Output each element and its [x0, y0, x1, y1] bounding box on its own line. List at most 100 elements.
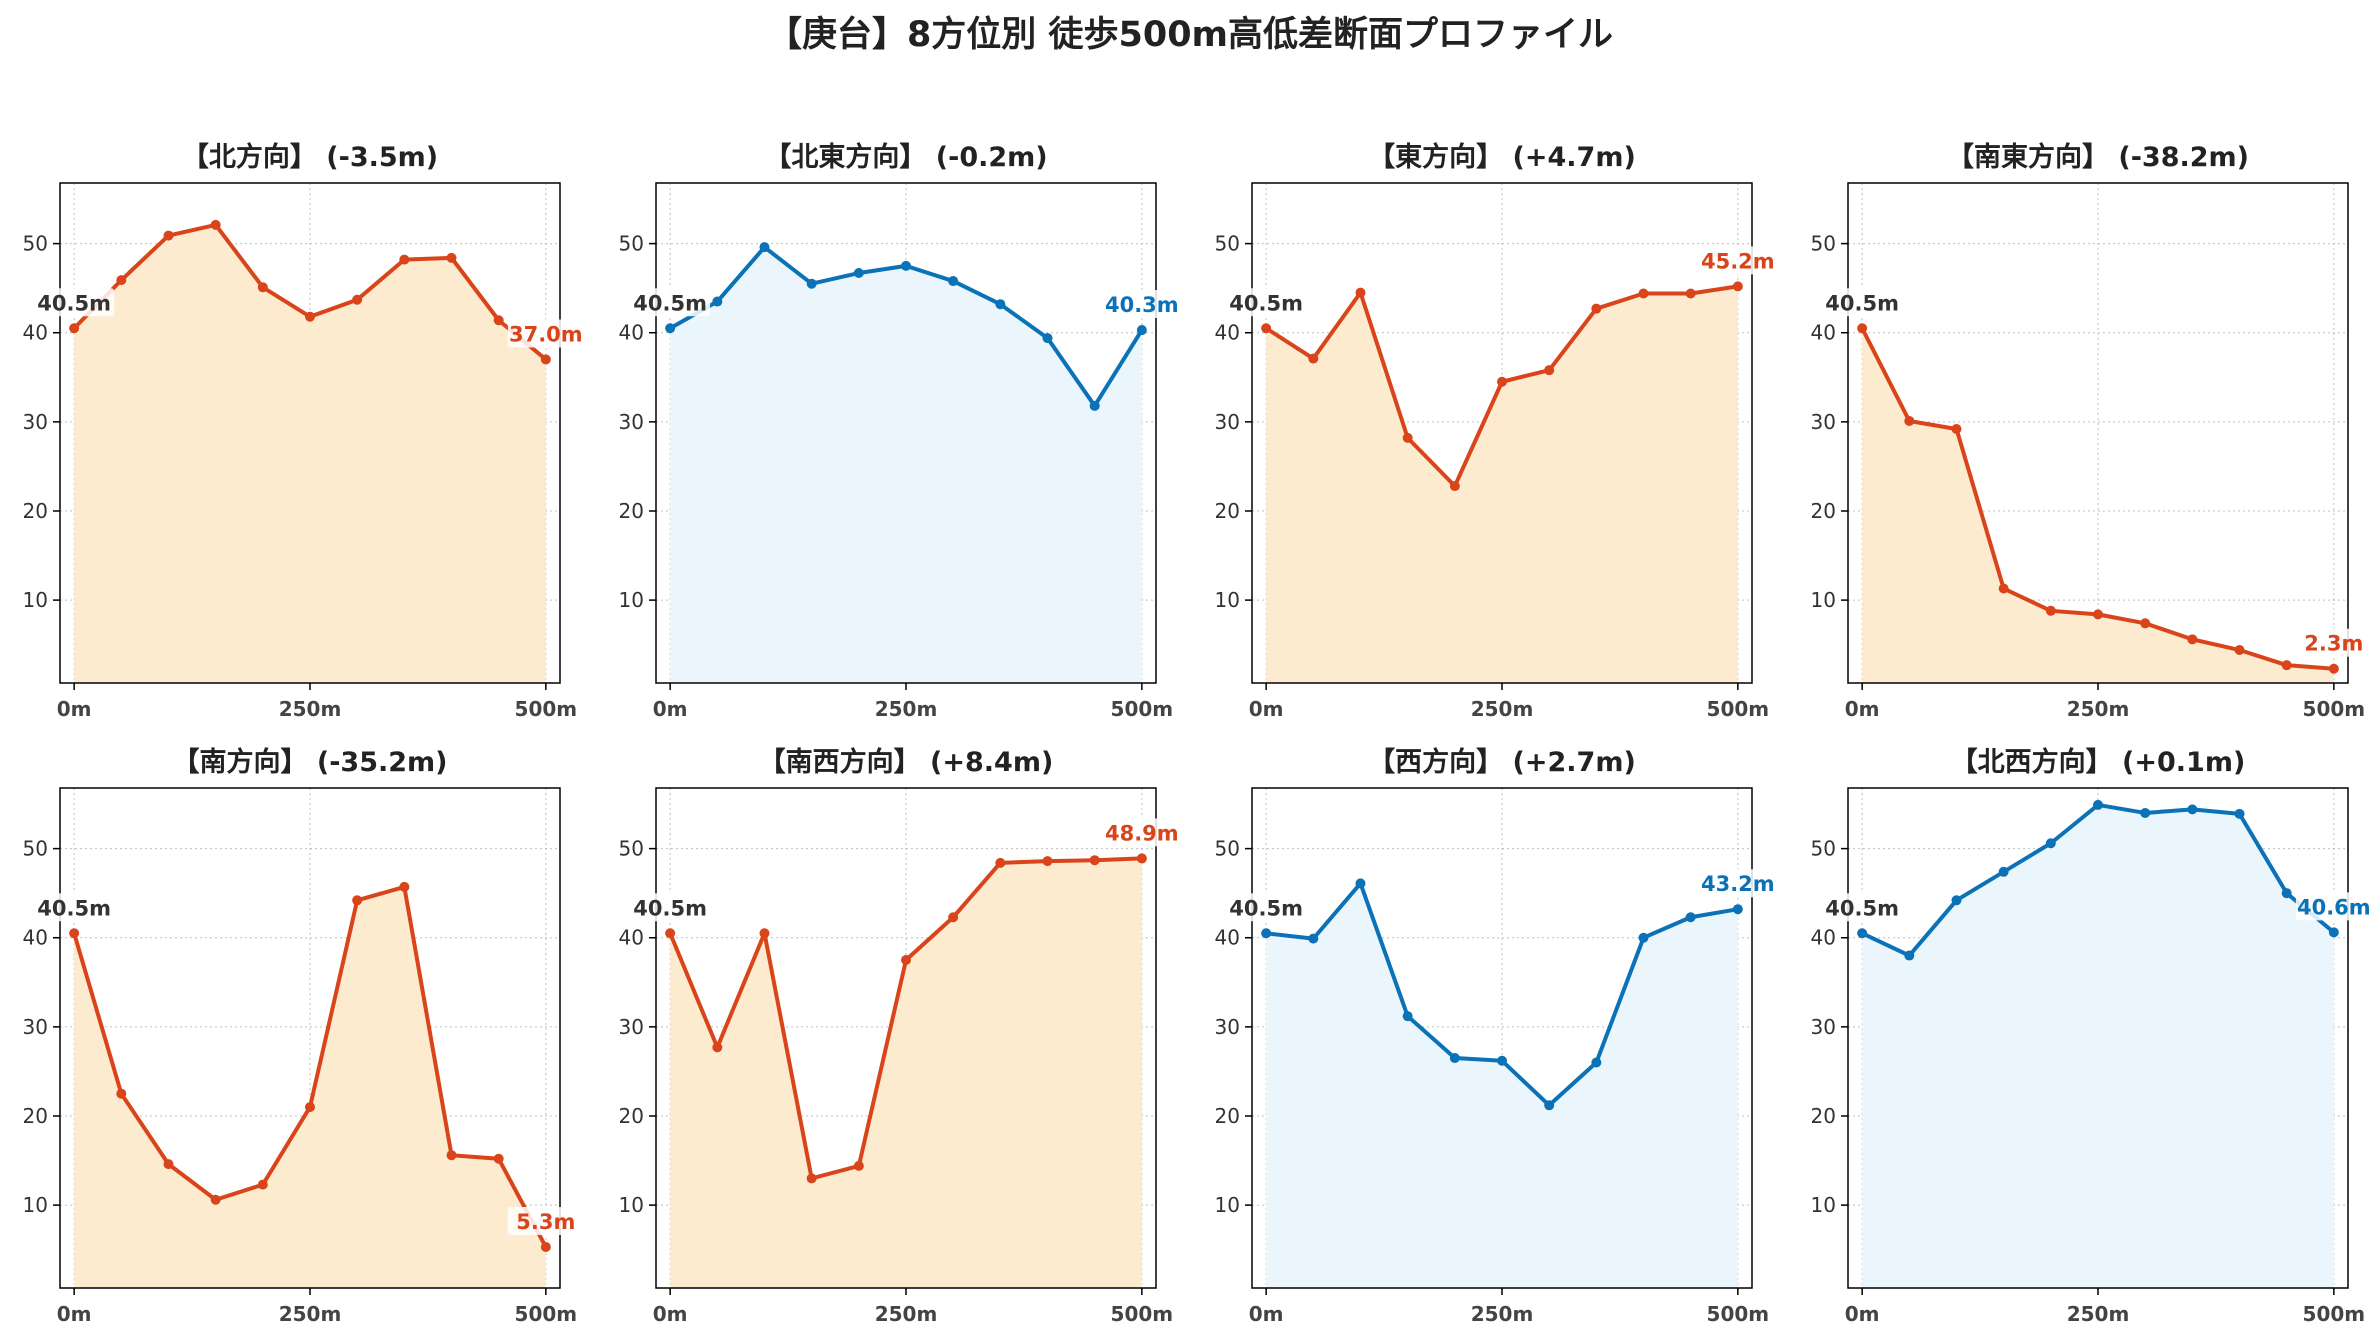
x-tick-label: 250m — [1471, 1302, 1534, 1326]
y-tick-label: 30 — [1215, 1015, 1240, 1039]
subplot-7: 0m 250m 500m 10 20 30 40 50 【西方向】 (+2.7m) 40.5m 43… — [1215, 746, 1776, 1326]
profile-point — [163, 1159, 174, 1170]
profile-point — [1591, 303, 1602, 314]
x-tick-label: 0m — [653, 697, 688, 721]
profile-point — [257, 282, 268, 293]
profile-point — [759, 242, 770, 253]
profile-point — [1402, 432, 1413, 443]
profile-point — [1685, 288, 1696, 299]
y-tick-label: 50 — [23, 232, 48, 256]
profile-point — [806, 1173, 817, 1184]
start-elevation-label: 40.5m — [1825, 291, 1899, 315]
profile-point — [1998, 866, 2009, 877]
profile-point — [1355, 878, 1366, 889]
profile-point — [2187, 634, 2198, 645]
y-tick-label: 40 — [1811, 926, 1836, 950]
y-tick-label: 20 — [23, 1104, 48, 1128]
y-tick-label: 50 — [1215, 232, 1240, 256]
x-tick-label: 250m — [279, 1302, 342, 1326]
y-tick-label: 20 — [1215, 499, 1240, 523]
end-elevation-label: 45.2m — [1701, 249, 1775, 273]
profile-point — [257, 1179, 268, 1190]
y-tick-label: 50 — [23, 837, 48, 861]
profile-point — [1732, 904, 1743, 915]
start-elevation-label: 40.5m — [633, 896, 707, 920]
x-tick-label: 250m — [2067, 1302, 2130, 1326]
y-tick-label: 50 — [619, 837, 644, 861]
end-label-bg — [1699, 246, 1776, 275]
y-tick-label: 10 — [1215, 588, 1240, 612]
profile-point — [1638, 932, 1649, 943]
start-label-bg — [34, 288, 115, 317]
y-tick-label: 50 — [619, 232, 644, 256]
y-tick-label: 30 — [1811, 410, 1836, 434]
start-elevation-label: 40.5m — [1229, 896, 1303, 920]
profile-point — [2328, 927, 2339, 938]
subplot-2: 0m 250m 500m 10 20 30 40 50 【北東方向】 (-0.2m) 40.5m 4… — [619, 141, 1180, 721]
profile-point — [1904, 950, 1915, 961]
y-tick-label: 20 — [619, 499, 644, 523]
end-elevation-label: 40.3m — [1105, 293, 1179, 317]
y-tick-label: 30 — [23, 410, 48, 434]
end-label-bg — [1103, 290, 1180, 319]
profile-point — [1857, 323, 1868, 334]
x-tick-label: 500m — [1707, 1302, 1770, 1326]
subplot-title: 【北西方向】 (+0.1m) — [1951, 746, 2246, 778]
profile-point — [2234, 645, 2245, 656]
profile-point — [1261, 323, 1272, 334]
start-elevation-label: 40.5m — [37, 291, 111, 315]
start-elevation-label: 40.5m — [37, 896, 111, 920]
x-tick-label: 0m — [57, 1302, 92, 1326]
profile-point — [995, 299, 1006, 310]
y-tick-label: 30 — [619, 1015, 644, 1039]
profile-point — [901, 260, 911, 271]
profile-point — [540, 354, 551, 365]
subplot-title: 【南西方向】 (+8.4m) — [759, 746, 1054, 778]
profile-point — [305, 1102, 315, 1113]
profile-point — [1497, 376, 1507, 387]
profile-point — [305, 311, 315, 322]
x-tick-label: 0m — [57, 697, 92, 721]
end-elevation-label: 37.0m — [509, 322, 583, 346]
profile-area — [74, 886, 546, 1288]
profile-point — [1089, 400, 1100, 411]
start-label-bg — [1822, 288, 1903, 317]
profile-point — [2140, 807, 2151, 818]
y-tick-label: 20 — [1215, 1104, 1240, 1128]
y-tick-label: 50 — [1215, 837, 1240, 861]
profile-point — [1732, 281, 1743, 292]
x-tick-label: 250m — [875, 697, 938, 721]
y-tick-label: 10 — [1811, 1193, 1836, 1217]
profile-point — [1042, 856, 1053, 867]
profile-point — [853, 1160, 864, 1171]
profile-point — [352, 294, 363, 305]
end-label-bg — [1103, 818, 1180, 847]
y-tick-label: 30 — [1215, 410, 1240, 434]
profile-point — [2234, 808, 2245, 819]
profile-area — [1266, 286, 1738, 683]
y-tick-label: 40 — [619, 321, 644, 345]
y-tick-label: 30 — [619, 410, 644, 434]
profile-point — [540, 1242, 551, 1253]
profile-point — [1951, 423, 1962, 434]
y-tick-label: 10 — [619, 1193, 644, 1217]
end-elevation-label: 5.3m — [516, 1210, 575, 1234]
profile-point — [1544, 1100, 1555, 1111]
profile-area — [74, 224, 546, 684]
profile-point — [1089, 855, 1100, 866]
profile-area — [670, 858, 1142, 1288]
subplot-3: 0m 250m 500m 10 20 30 40 50 【東方向】 (+4.7m) 40.5m 45… — [1215, 141, 1776, 721]
profile-point — [2281, 888, 2292, 899]
start-label-bg — [630, 893, 711, 922]
x-tick-label: 0m — [1845, 1302, 1880, 1326]
y-tick-label: 10 — [1215, 1193, 1240, 1217]
x-tick-label: 250m — [875, 1302, 938, 1326]
y-tick-label: 30 — [23, 1015, 48, 1039]
start-elevation-label: 40.5m — [1825, 896, 1899, 920]
x-tick-label: 500m — [1111, 697, 1174, 721]
profile-point — [712, 296, 723, 307]
y-tick-label: 40 — [1811, 321, 1836, 345]
profile-point — [712, 1042, 723, 1053]
profile-area — [1862, 328, 2334, 683]
x-tick-label: 500m — [1111, 1302, 1174, 1326]
